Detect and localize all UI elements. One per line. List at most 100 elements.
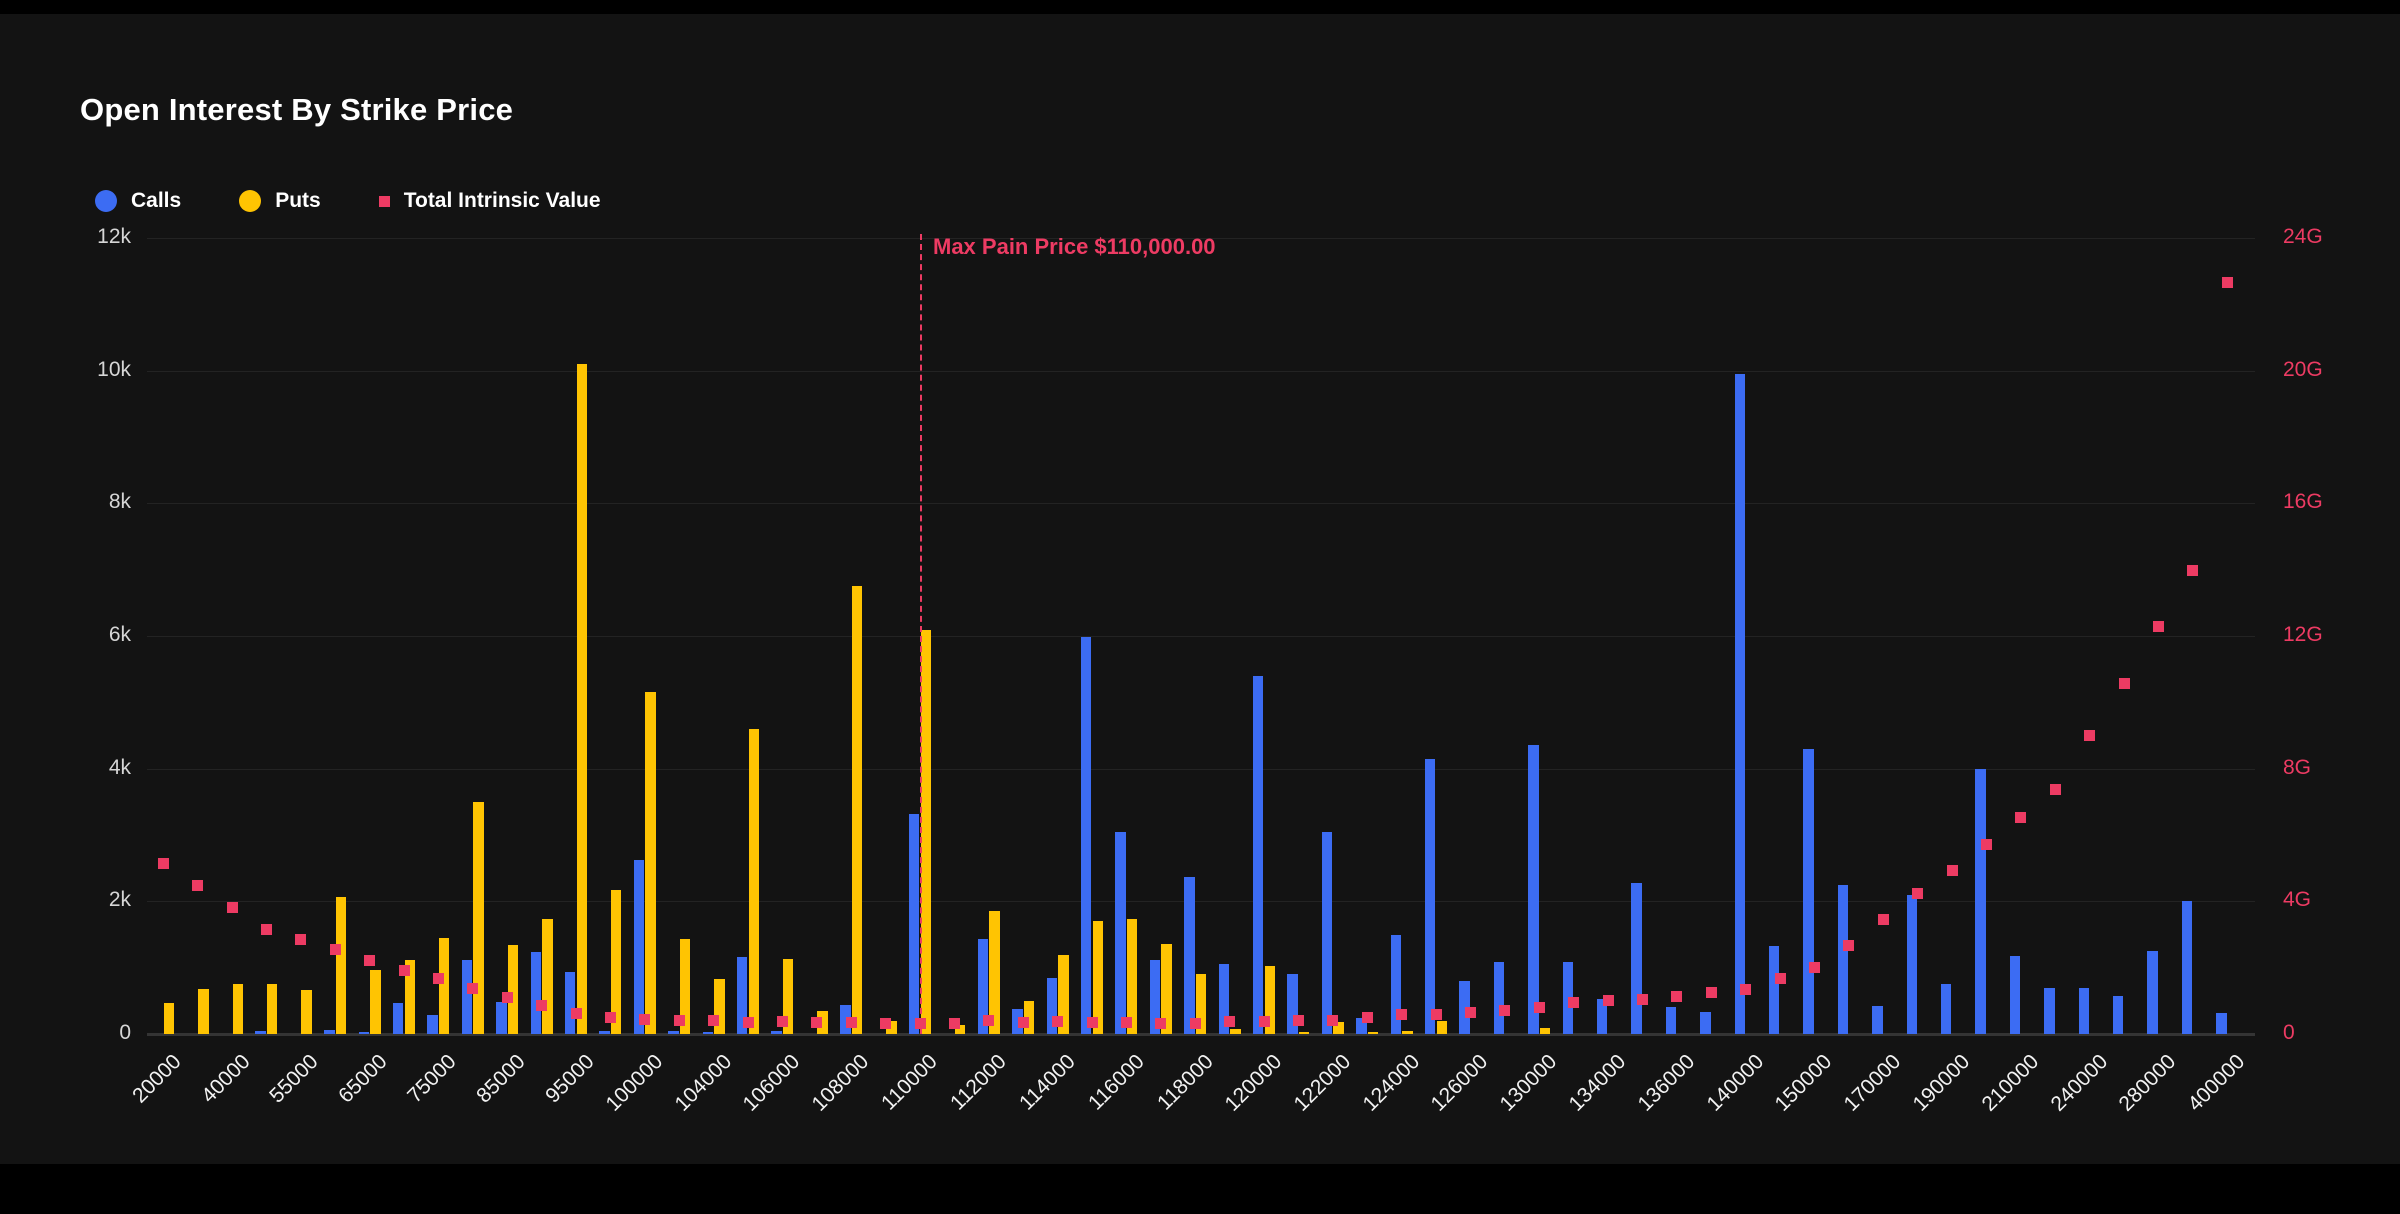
bar-puts	[473, 801, 484, 1034]
x-axis-label: 75000	[403, 1050, 461, 1108]
intrinsic-marker	[1740, 983, 1752, 995]
legend-item-puts[interactable]: Puts	[239, 189, 321, 213]
intrinsic-marker	[1946, 864, 1958, 876]
x-axis-line	[147, 1033, 2255, 1036]
bar-puts	[1436, 1020, 1447, 1034]
bar-puts	[439, 937, 450, 1034]
bar-calls	[324, 1030, 335, 1034]
intrinsic-marker	[639, 1014, 651, 1026]
x-axis-label: 190000	[1908, 1050, 1975, 1116]
bar-puts	[1402, 1031, 1413, 1034]
intrinsic-marker	[1499, 1004, 1511, 1016]
intrinsic-marker	[1912, 888, 1924, 900]
bar-calls	[1149, 959, 1161, 1034]
y-axis-tick-right: 24G	[2283, 225, 2323, 248]
intrinsic-marker	[1430, 1008, 1442, 1020]
intrinsic-marker	[2084, 730, 2096, 741]
x-axis-label: 170000	[1839, 1050, 1906, 1116]
bar-calls	[1184, 877, 1195, 1034]
bar-puts	[232, 984, 243, 1034]
y-axis-tick-left: 6k	[108, 623, 131, 646]
intrinsic-marker	[2049, 783, 2061, 795]
max-pain-line	[920, 234, 922, 1034]
intrinsic-marker	[776, 1016, 788, 1028]
intrinsic-marker	[2221, 276, 2233, 288]
bar-calls	[2044, 988, 2055, 1034]
intrinsic-marker	[1877, 913, 1889, 925]
bar-calls	[1700, 1012, 1711, 1034]
x-axis-label: 20000	[127, 1050, 186, 1108]
intrinsic-marker	[570, 1007, 582, 1019]
intrinsic-marker	[811, 1016, 823, 1028]
x-axis-label: 95000	[540, 1050, 599, 1108]
x-axis-label: 400000	[2183, 1050, 2250, 1116]
legend-item-calls[interactable]: Calls	[95, 189, 181, 213]
intrinsic-marker	[1120, 1017, 1132, 1029]
intrinsic-marker	[604, 1011, 616, 1023]
gridline	[147, 238, 2255, 239]
bar-calls	[1081, 637, 1092, 1034]
bar-calls	[427, 1014, 438, 1034]
gridline	[147, 901, 2255, 903]
intrinsic-swatch	[378, 195, 390, 207]
plot-area: 0 2k 4k 6k 8k 10k 12k 0 4G 8G 12G 16G 20G 24G 20000 400…	[0, 14, 2400, 1214]
intrinsic-marker	[2118, 678, 2130, 690]
bar-puts	[1195, 973, 1207, 1034]
intrinsic-marker	[2187, 565, 2199, 577]
bar-calls	[840, 1005, 851, 1034]
x-axis-label: 122000	[1289, 1050, 1356, 1116]
bar-calls	[565, 971, 576, 1034]
x-axis-label: 55000	[265, 1050, 324, 1108]
intrinsic-marker	[295, 934, 307, 946]
intrinsic-marker	[536, 1000, 548, 1012]
intrinsic-marker	[1155, 1017, 1167, 1029]
intrinsic-marker	[1396, 1009, 1408, 1021]
bar-puts	[1367, 1032, 1379, 1034]
x-axis-label: 100000	[601, 1050, 668, 1116]
intrinsic-marker	[1671, 991, 1683, 1003]
bar-puts	[335, 897, 347, 1034]
bar-calls	[1837, 884, 1849, 1034]
bar-calls	[393, 1002, 404, 1034]
bar-calls	[1872, 1006, 1883, 1034]
bar-puts	[783, 959, 794, 1034]
y-axis-tick-right: 8G	[2283, 755, 2312, 779]
x-axis-label: 114000	[1015, 1050, 1080, 1115]
y-axis-tick-left: 12k	[97, 225, 131, 248]
intrinsic-marker	[432, 973, 444, 985]
bar-calls	[2078, 988, 2089, 1034]
intrinsic-marker	[673, 1015, 685, 1027]
bar-puts	[1092, 921, 1103, 1034]
gridline	[147, 768, 2255, 770]
bar-puts	[679, 939, 691, 1034]
y-axis-tick-left: 4k	[108, 755, 131, 779]
gridline	[147, 636, 2255, 637]
intrinsic-marker	[1774, 973, 1786, 985]
intrinsic-marker	[501, 991, 513, 1003]
intrinsic-marker	[1568, 996, 1580, 1008]
gridline	[147, 370, 2255, 372]
legend-item-total-intrinsic-value[interactable]: Total Intrinsic Value	[378, 189, 601, 213]
bar-calls	[1562, 961, 1573, 1034]
intrinsic-marker	[1533, 1001, 1545, 1013]
intrinsic-marker	[1327, 1015, 1339, 1027]
bar-puts	[1230, 1028, 1241, 1034]
bar-puts	[1058, 955, 1069, 1034]
x-axis-label: 210000	[1977, 1050, 2044, 1116]
bar-calls	[255, 1030, 266, 1034]
intrinsic-marker	[1224, 1015, 1236, 1027]
bar-puts	[198, 988, 209, 1034]
bar-puts	[1333, 1022, 1344, 1034]
chart-panel: Open Interest By Strike Price Calls Puts T…	[0, 14, 2400, 1164]
intrinsic-marker	[1258, 1015, 1270, 1027]
bar-puts	[955, 1024, 966, 1034]
bar-calls	[1390, 935, 1401, 1034]
bar-puts	[1539, 1028, 1551, 1034]
intrinsic-marker	[1052, 1016, 1064, 1028]
bar-calls	[1528, 745, 1539, 1034]
max-pain-label: Max Pain Price $110,000.00	[933, 234, 1216, 259]
intrinsic-marker	[1361, 1011, 1373, 1023]
bar-puts	[1299, 1032, 1310, 1034]
bar-calls	[1631, 882, 1642, 1034]
intrinsic-marker	[1017, 1016, 1029, 1028]
